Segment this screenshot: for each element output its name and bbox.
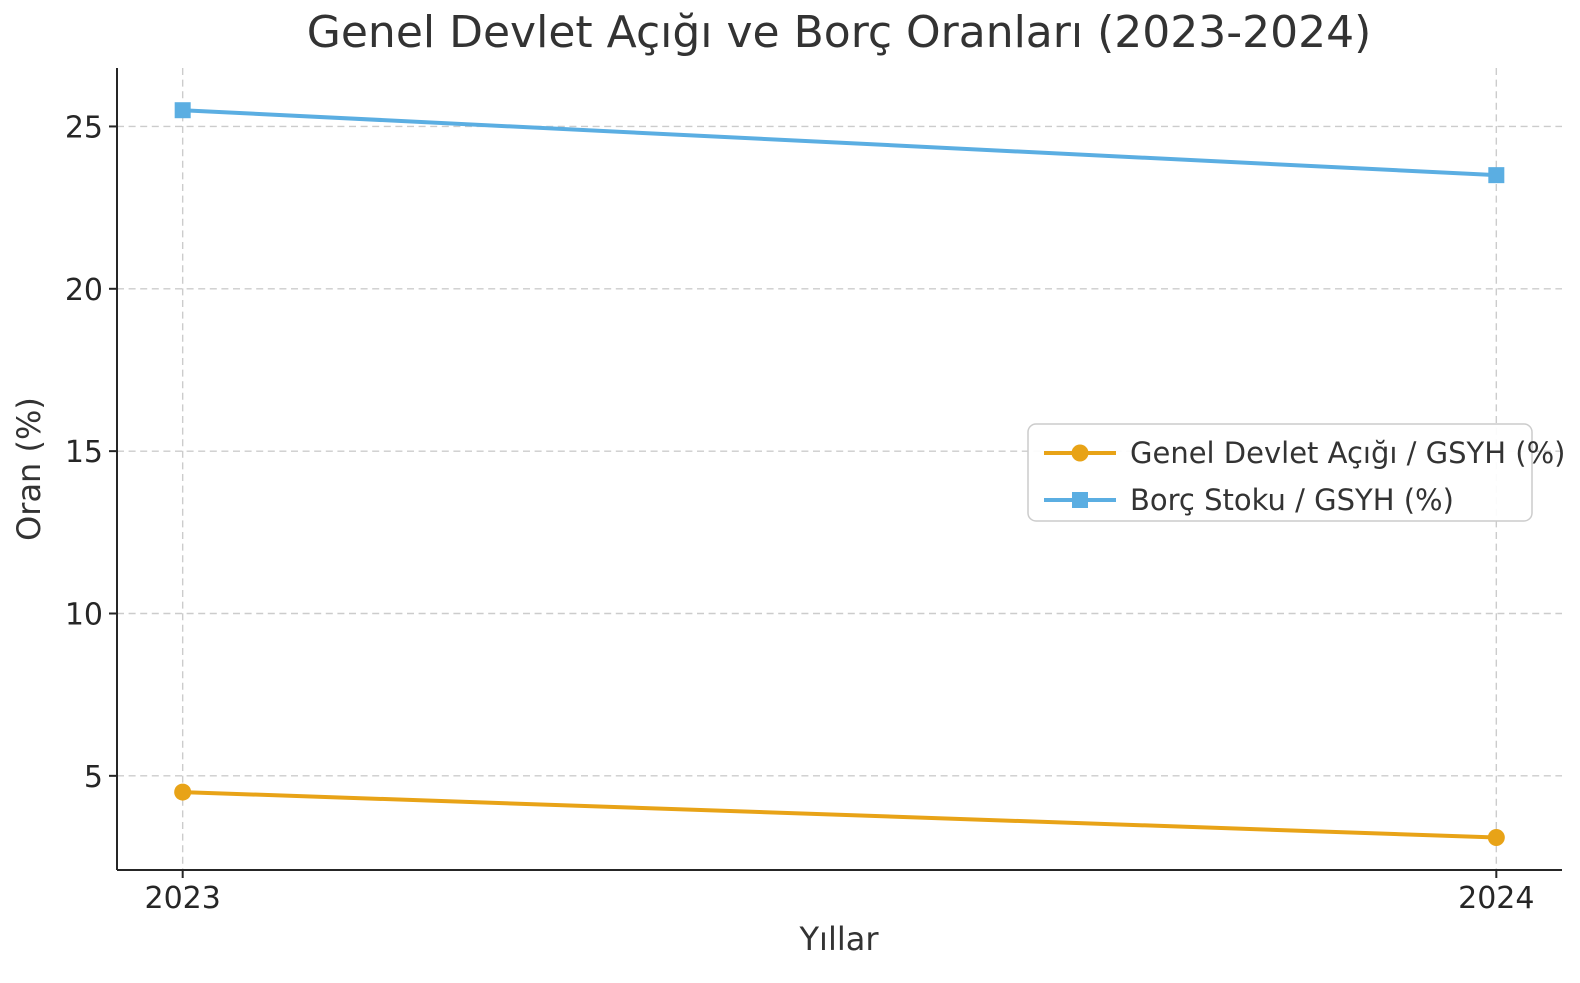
- x-tick-label: 2024: [1458, 881, 1534, 916]
- series-line-1: [180, 108, 1499, 178]
- data-point-marker: [174, 783, 192, 801]
- legend-marker-square-icon: [1072, 492, 1088, 508]
- series-line-0: [180, 790, 1499, 840]
- data-point-marker: [1488, 167, 1505, 184]
- y-axis-label: Oran (%): [10, 397, 48, 541]
- y-tick-label: 10: [65, 597, 103, 632]
- axes-layer: [109, 68, 1562, 878]
- y-tick-label: 20: [65, 273, 103, 308]
- y-tick-label: 15: [65, 435, 103, 470]
- data-point-marker: [1487, 829, 1505, 847]
- x-tick-label: 2023: [145, 881, 221, 916]
- legend-label: Genel Devlet Açığı / GSYH (%): [1130, 436, 1565, 470]
- legend-label: Borç Stoku / GSYH (%): [1130, 483, 1454, 517]
- series-layer: [174, 102, 1505, 847]
- chart-title: Genel Devlet Açığı ve Borç Oranları (202…: [307, 7, 1371, 58]
- data-point-marker: [174, 102, 191, 119]
- legend-box: [1027, 423, 1533, 522]
- legend: Genel Devlet Açığı / GSYH (%) Borç Stoku …: [1027, 423, 1565, 522]
- y-tick-label: 5: [84, 760, 103, 795]
- legend-marker-circle-icon: [1071, 444, 1089, 462]
- x-axis-label: Yıllar: [799, 920, 880, 958]
- y-tick-label: 25: [65, 110, 103, 145]
- tick-label-layer: 5 10 15 20 25 2023 2024: [65, 110, 1535, 916]
